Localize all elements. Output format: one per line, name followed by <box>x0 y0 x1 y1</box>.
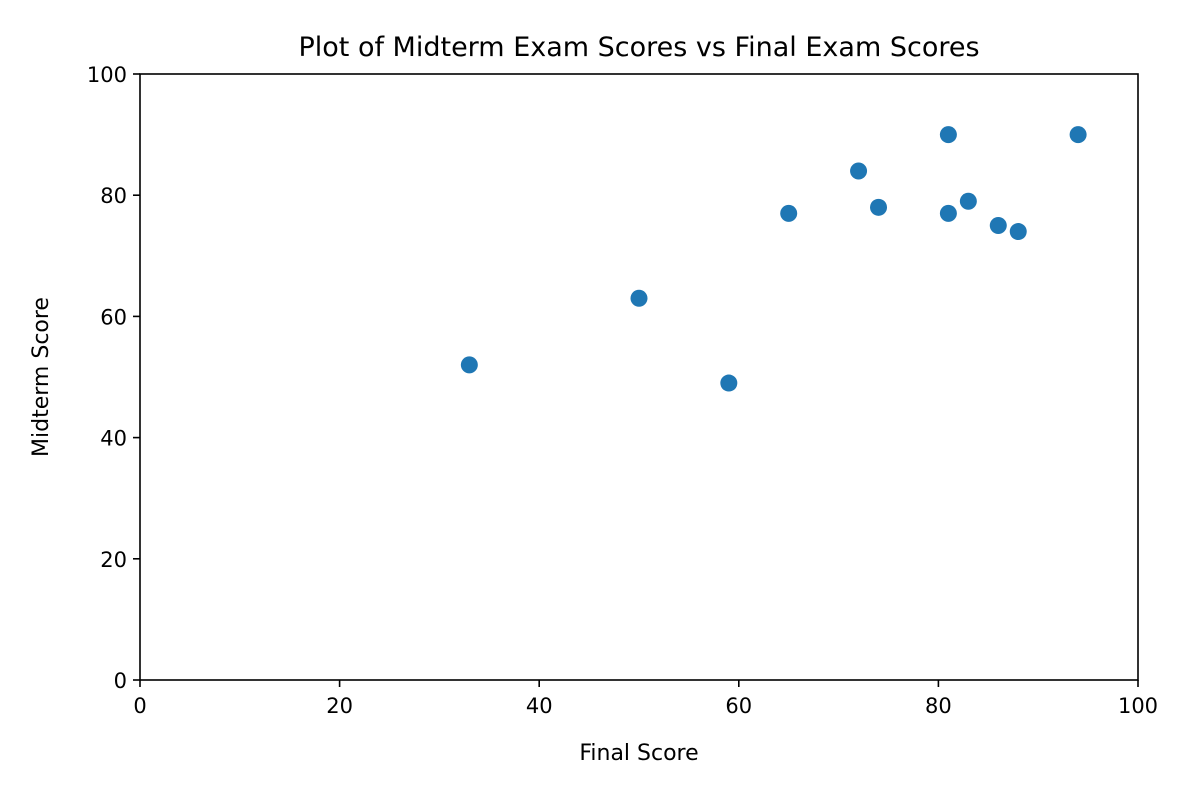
y-tick-label: 40 <box>100 427 127 451</box>
y-tick-label: 100 <box>87 63 127 87</box>
y-tick-label: 60 <box>100 305 127 329</box>
y-axis-ticks: 0 20 40 60 80 100 <box>87 63 140 693</box>
x-tick-label: 100 <box>1118 694 1158 718</box>
y-tick-label: 0 <box>114 669 127 693</box>
y-tick-label: 20 <box>100 548 127 572</box>
x-tick-label: 0 <box>133 694 146 718</box>
data-point <box>989 217 1007 234</box>
x-tick-label: 80 <box>925 694 952 718</box>
data-point <box>850 162 868 180</box>
data-point <box>1009 223 1027 241</box>
x-axis-label: Final Score <box>579 741 698 766</box>
x-tick-label: 40 <box>526 694 553 718</box>
data-point <box>780 204 798 222</box>
data-point <box>630 289 648 307</box>
data-point <box>1069 126 1087 144</box>
data-point <box>939 204 957 222</box>
data-point <box>720 374 738 392</box>
y-axis-label: Midterm Score <box>29 297 54 457</box>
x-tick-label: 20 <box>326 694 353 718</box>
x-tick-label: 60 <box>725 694 752 718</box>
chart-title: Plot of Midterm Exam Scores vs Final Exa… <box>298 32 979 63</box>
data-point <box>959 192 977 210</box>
data-point <box>939 126 957 144</box>
data-points <box>460 126 1087 392</box>
x-axis-ticks: 0 20 40 60 80 100 <box>133 680 1158 718</box>
data-point <box>870 198 888 216</box>
data-point <box>460 356 478 374</box>
y-tick-label: 80 <box>100 184 127 208</box>
plot-frame <box>139 73 1139 681</box>
